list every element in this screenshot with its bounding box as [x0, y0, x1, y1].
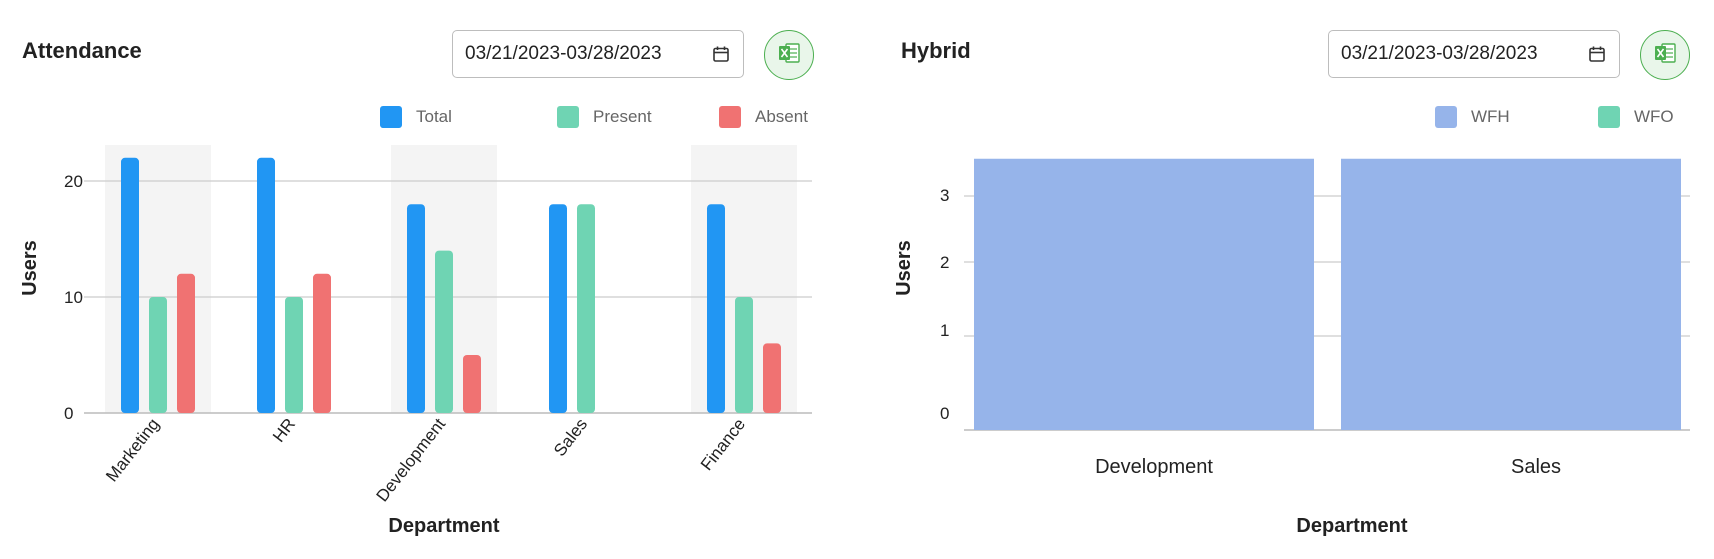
- attendance-x-axis-label: Department: [388, 515, 499, 537]
- y-tick-label: 10: [64, 288, 83, 307]
- hybrid-panel: Hybrid 03/21/2023-03/28/2023 WF: [880, 0, 1714, 559]
- y-tick-label: 2: [940, 253, 949, 272]
- bar-wfh-development[interactable]: [974, 158, 1314, 430]
- bar-absent-marketing[interactable]: [177, 273, 195, 413]
- bar-present-marketing[interactable]: [149, 297, 167, 413]
- attendance-panel: Attendance 03/21/2023-03/28/2023: [0, 0, 840, 559]
- bar-absent-development[interactable]: [463, 355, 481, 413]
- legend-item-absent[interactable]: Absent: [719, 106, 808, 128]
- legend-label-present: Present: [593, 107, 652, 126]
- legend-item-total[interactable]: Total: [380, 106, 452, 128]
- legend-label-wfo: WFO: [1634, 107, 1674, 126]
- attendance-date-range-picker[interactable]: 03/21/2023-03/28/2023: [452, 30, 744, 78]
- y-tick-label: 20: [64, 172, 83, 191]
- x-tick-label-development: Development: [373, 415, 450, 506]
- bar-absent-finance[interactable]: [763, 343, 781, 413]
- bar-total-finance[interactable]: [707, 204, 725, 413]
- calendar-icon[interactable]: [711, 44, 731, 64]
- bar-total-sales[interactable]: [549, 204, 567, 413]
- x-tick-label-hr: HR: [269, 415, 299, 446]
- hybrid-date-range-value: 03/21/2023-03/28/2023: [1341, 43, 1538, 64]
- hybrid-x-axis-label: Department: [1296, 515, 1407, 537]
- bar-total-marketing[interactable]: [121, 157, 139, 413]
- legend-swatch-total: [380, 106, 402, 128]
- y-tick-label: 0: [940, 404, 949, 423]
- legend-label-wfh: WFH: [1471, 107, 1510, 126]
- hybrid-export-excel-button[interactable]: [1640, 30, 1690, 80]
- y-tick-label: 0: [64, 404, 73, 423]
- bar-present-development[interactable]: [435, 250, 453, 413]
- bar-present-sales[interactable]: [577, 204, 595, 413]
- bar-total-hr[interactable]: [257, 157, 275, 413]
- attendance-y-axis-label: Users: [19, 240, 41, 296]
- hybrid-date-range-picker[interactable]: 03/21/2023-03/28/2023: [1328, 30, 1620, 78]
- x-tick-label-marketing: Marketing: [102, 415, 163, 486]
- legend-swatch-absent: [719, 106, 741, 128]
- legend-swatch-wfh: [1435, 106, 1457, 128]
- bar-wfh-sales[interactable]: [1341, 158, 1681, 430]
- attendance-bar-chart: 0 10 20 Marketing HR Development Sales Finance…: [19, 145, 812, 537]
- hybrid-title: Hybrid: [901, 38, 971, 63]
- bar-present-hr[interactable]: [285, 297, 303, 413]
- legend-item-wfo[interactable]: WFO: [1598, 106, 1674, 128]
- bar-total-development[interactable]: [407, 204, 425, 413]
- legend-swatch-present: [557, 106, 579, 128]
- x-tick-label-sales: Sales: [550, 415, 591, 460]
- attendance-export-excel-button[interactable]: [764, 30, 814, 80]
- legend-item-present[interactable]: Present: [557, 106, 652, 128]
- attendance-date-range-value: 03/21/2023-03/28/2023: [465, 43, 662, 64]
- hybrid-bar-chart: 0 1 2 3 Development Sales Users Department: [893, 158, 1690, 537]
- x-tick-label-sales: Sales: [1511, 456, 1561, 478]
- bar-present-finance[interactable]: [735, 297, 753, 413]
- legend-item-wfh[interactable]: WFH: [1435, 106, 1510, 128]
- y-tick-label: 1: [940, 321, 949, 340]
- excel-icon: [777, 42, 801, 69]
- excel-icon: [1653, 42, 1677, 69]
- legend-label-absent: Absent: [755, 107, 808, 126]
- legend-label-total: Total: [416, 107, 452, 126]
- calendar-icon[interactable]: [1587, 44, 1607, 64]
- x-tick-label-development: Development: [1095, 456, 1213, 478]
- legend-swatch-wfo: [1598, 106, 1620, 128]
- hybrid-y-axis-label: Users: [893, 240, 915, 296]
- y-tick-label: 3: [940, 186, 949, 205]
- x-tick-label-finance: Finance: [697, 415, 749, 474]
- attendance-title: Attendance: [22, 38, 142, 63]
- bar-absent-hr[interactable]: [313, 273, 331, 413]
